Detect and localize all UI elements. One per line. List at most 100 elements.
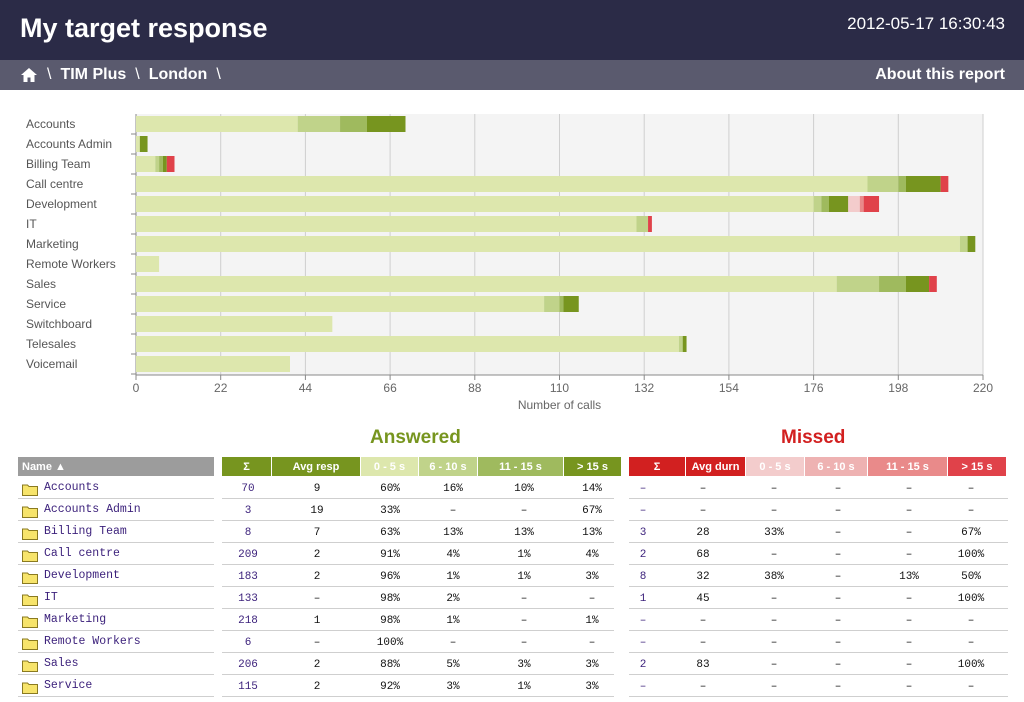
table-row: IT 133 – 98% 2% – – 1 45 – – – 100% <box>18 588 1008 610</box>
missed-total-link[interactable]: 3 <box>639 527 647 539</box>
missed-cell: – <box>967 483 975 495</box>
bar-segment <box>136 196 814 212</box>
row-name-link[interactable]: Accounts <box>44 481 100 494</box>
bar-segment <box>136 276 837 292</box>
missed-cell: – <box>834 549 842 561</box>
bar-segment <box>821 196 829 212</box>
home-icon[interactable] <box>20 67 38 83</box>
row-name-link[interactable]: Remote Workers <box>44 635 141 648</box>
breadcrumb-london[interactable]: London <box>148 66 208 83</box>
bar-segment <box>836 276 880 292</box>
row-name-link[interactable]: Call centre <box>44 547 120 560</box>
answered-total-link[interactable]: 8 <box>244 527 252 539</box>
answered-cell: – <box>520 505 528 517</box>
missed-cell: – <box>967 637 975 649</box>
row-name-link[interactable]: Development <box>44 569 120 582</box>
missed-header-1[interactable]: Avg durn <box>686 457 745 476</box>
answered-header-0[interactable]: Σ <box>222 457 271 476</box>
missed-header-2[interactable]: 0 - 5 s <box>746 457 804 476</box>
y-category-label: Accounts <box>26 117 75 131</box>
bar-segment <box>959 236 968 252</box>
row-name-link[interactable]: Billing Team <box>44 525 127 538</box>
answered-header-3[interactable]: 6 - 10 s <box>419 457 477 476</box>
y-category-label: Telesales <box>26 337 76 351</box>
missed-header-4[interactable]: 11 - 15 s <box>868 457 947 476</box>
answered-total-link[interactable]: 206 <box>238 659 258 671</box>
missed-cell: – <box>770 505 778 517</box>
missed-total-link[interactable]: 2 <box>639 659 647 671</box>
folder-icon <box>22 483 38 496</box>
row-divider <box>222 630 614 631</box>
x-tick-label: 44 <box>299 381 313 395</box>
bar-segment <box>859 196 864 212</box>
answered-total-link[interactable]: 115 <box>238 681 258 693</box>
answered-total-link[interactable]: 6 <box>244 637 252 649</box>
bar-segment <box>898 176 906 192</box>
answered-total-link[interactable]: 209 <box>238 549 258 561</box>
bar-segment <box>136 296 545 312</box>
missed-cell: – <box>834 681 842 693</box>
missed-header-3[interactable]: 6 - 10 s <box>805 457 867 476</box>
row-name-link[interactable]: Accounts Admin <box>44 503 141 516</box>
missed-header-0[interactable]: Σ <box>629 457 685 476</box>
row-name-link[interactable]: IT <box>44 591 58 604</box>
name-column-header[interactable]: Name ▲ <box>18 457 214 476</box>
answered-total-link[interactable]: 183 <box>238 571 258 583</box>
answered-header-2[interactable]: 0 - 5 s <box>361 457 418 476</box>
missed-total-link[interactable]: 8 <box>639 571 647 583</box>
answered-cell: 98% <box>380 593 400 605</box>
about-report-link[interactable]: About this report <box>875 66 1005 83</box>
bar-segment <box>879 276 906 292</box>
missed-cell: – <box>905 483 913 495</box>
bar-segment <box>136 176 868 192</box>
answered-cell: 19 <box>310 505 324 517</box>
breadcrumb-tim-plus[interactable]: TIM Plus <box>60 66 127 83</box>
answered-total-link[interactable]: 70 <box>241 483 255 495</box>
y-category-label: IT <box>26 217 37 231</box>
answered-header-1[interactable]: Avg resp <box>272 457 360 476</box>
missed-cell: – <box>770 637 778 649</box>
row-divider <box>222 542 614 543</box>
bar-segment <box>829 196 849 212</box>
bar-segment <box>863 196 880 212</box>
row-name-link[interactable]: Sales <box>44 657 79 670</box>
row-divider <box>629 564 1008 565</box>
missed-cell: – <box>699 505 707 517</box>
answered-cell: 13% <box>582 527 602 539</box>
missed-cell: 13% <box>899 571 919 583</box>
answered-header-5[interactable]: > 15 s <box>564 457 621 476</box>
row-name-link[interactable]: Marketing <box>44 613 107 626</box>
row-divider <box>222 586 614 587</box>
answered-cell: – <box>520 593 528 605</box>
bar-segment <box>340 116 367 132</box>
bar-segment <box>136 216 637 232</box>
answered-header-4[interactable]: 11 - 15 s <box>478 457 563 476</box>
row-divider <box>18 608 214 609</box>
answered-total-link[interactable]: 133 <box>238 593 258 605</box>
missed-cell: – <box>905 549 913 561</box>
bar-segment <box>648 216 652 232</box>
row-divider <box>629 498 1008 499</box>
answered-total-link[interactable]: 218 <box>238 615 258 627</box>
answered-cell: 3% <box>585 681 599 693</box>
answered-cell: – <box>313 593 321 605</box>
answered-cell: – <box>520 615 528 627</box>
row-name-link[interactable]: Service <box>44 679 93 692</box>
missed-cell: 33% <box>764 527 784 539</box>
answered-cell: 1% <box>517 681 531 693</box>
y-category-label: Call centre <box>26 177 84 191</box>
bar-segment <box>136 116 298 132</box>
missed-total-link[interactable]: 1 <box>639 593 647 605</box>
row-divider <box>18 630 214 631</box>
missed-total-link[interactable]: 2 <box>639 549 647 561</box>
bar-segment <box>162 156 167 172</box>
missed-cell: 83 <box>696 659 710 671</box>
missed-total-link: – <box>639 637 647 649</box>
answered-total-link[interactable]: 3 <box>244 505 252 517</box>
folder-icon <box>22 527 38 540</box>
row-divider <box>629 608 1008 609</box>
answered-cell: 1% <box>446 571 460 583</box>
row-divider <box>222 652 614 653</box>
bar-segment <box>636 216 649 232</box>
missed-header-5[interactable]: > 15 s <box>948 457 1006 476</box>
